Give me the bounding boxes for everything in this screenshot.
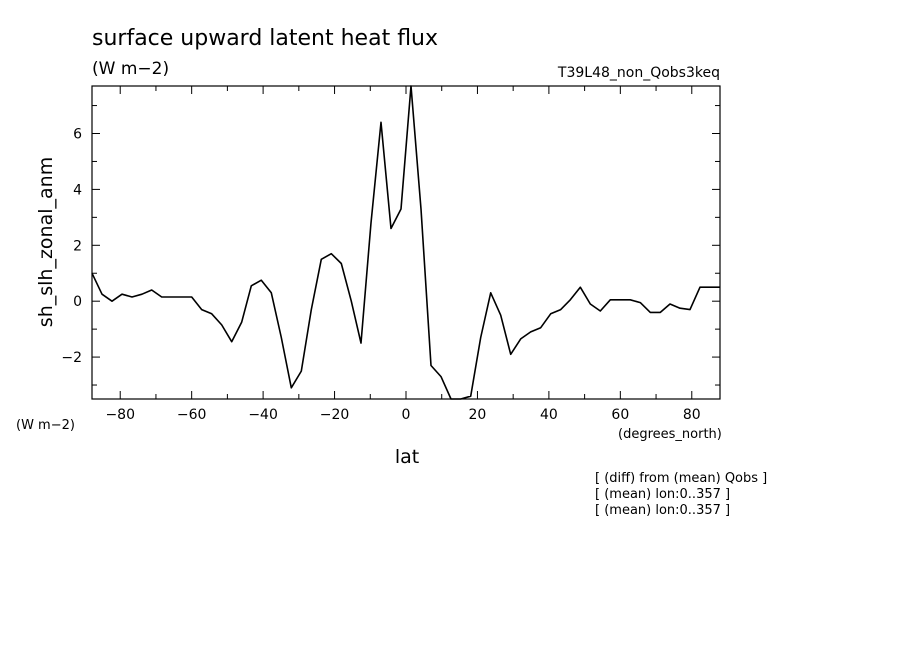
y-tick-label: −2 (61, 350, 82, 366)
plot-frame (91, 85, 721, 400)
data-point (479, 336, 481, 338)
x-tick-label: 80 (683, 407, 701, 423)
data-point (609, 299, 611, 301)
data-point (619, 299, 621, 301)
data-point (330, 252, 332, 254)
data-point (131, 296, 133, 298)
data-points (91, 85, 721, 400)
data-point (360, 342, 362, 344)
data-point (469, 395, 471, 397)
data-point (210, 313, 212, 315)
experiment-label: T39L48_non_Qobs3keq (557, 65, 720, 81)
series-line (91, 85, 720, 400)
data-point (280, 336, 282, 338)
data-point (699, 286, 701, 288)
y-tick-labels: −2 0 2 4 6 (61, 127, 82, 367)
x-tick-label: 40 (540, 407, 558, 423)
data-point (709, 286, 711, 288)
data-point (459, 398, 461, 400)
data-point (250, 285, 252, 287)
data-point (669, 303, 671, 305)
data-point (121, 293, 123, 295)
data-point (290, 387, 292, 389)
data-point (430, 364, 432, 366)
axis-ticks (92, 86, 720, 399)
data-point (539, 327, 541, 329)
note-line-3: [ (mean) lon:0..357 ] (595, 503, 730, 518)
data-point (519, 338, 521, 340)
data-point (509, 353, 511, 355)
data-point (489, 292, 491, 294)
data-point (340, 262, 342, 264)
data-point (659, 311, 661, 313)
data-point (380, 121, 382, 123)
data-point (91, 272, 93, 274)
data-point (160, 296, 162, 298)
x-axis-title: lat (395, 446, 419, 468)
data-point (220, 324, 222, 326)
data-point (410, 85, 412, 87)
data-point (599, 310, 601, 312)
data-point (559, 308, 561, 310)
data-point (180, 296, 182, 298)
data-point (260, 279, 262, 281)
y-tick-label: 4 (73, 182, 82, 198)
data-point (370, 222, 372, 224)
data-point (689, 308, 691, 310)
data-point (320, 258, 322, 260)
data-point (529, 331, 531, 333)
data-point (629, 299, 631, 301)
data-point (300, 370, 302, 372)
data-point (390, 227, 392, 229)
chart-units-label: (W m−2) (92, 59, 169, 79)
data-point (499, 314, 501, 316)
x-tick-label: −40 (248, 407, 278, 423)
x-tick-label: −20 (320, 407, 350, 423)
y-axis-title: sh_slh_zonal_anm (35, 157, 57, 327)
data-point (420, 208, 422, 210)
x-tick-label: 20 (469, 407, 487, 423)
y-tick-label: 2 (73, 238, 82, 254)
chart-title: surface upward latent heat flux (92, 26, 438, 51)
x-tick-label: −80 (105, 407, 135, 423)
data-point (649, 311, 651, 313)
x-tick-label: 60 (611, 407, 629, 423)
data-point (549, 313, 551, 315)
data-point (400, 208, 402, 210)
data-point (589, 303, 591, 305)
note-line-2: [ (mean) lon:0..357 ] (595, 487, 730, 502)
data-point (170, 296, 172, 298)
data-point (719, 286, 721, 288)
data-point (150, 289, 152, 291)
data-point (200, 308, 202, 310)
y-axis-units: (W m−2) (16, 418, 75, 433)
data-point (569, 299, 571, 301)
note-line-1: [ (diff) from (mean) Qobs ] (595, 471, 767, 486)
data-point (270, 292, 272, 294)
x-tick-label: 0 (402, 407, 411, 423)
x-tick-labels: −80 −60 −40 −20 0 20 40 60 80 (105, 407, 700, 423)
y-tick-label: 0 (73, 294, 82, 310)
data-point (450, 398, 452, 400)
data-point (141, 293, 143, 295)
data-point (230, 341, 232, 343)
data-point (240, 321, 242, 323)
data-point (101, 293, 103, 295)
data-point (440, 375, 442, 377)
data-point (310, 308, 312, 310)
x-axis-units: (degrees_north) (618, 427, 722, 442)
data-point (350, 300, 352, 302)
data-point (111, 300, 113, 302)
data-point (579, 286, 581, 288)
x-tick-label: −60 (177, 407, 207, 423)
y-tick-label: 6 (73, 127, 82, 143)
data-point (679, 307, 681, 309)
data-point (639, 301, 641, 303)
data-point (190, 296, 192, 298)
